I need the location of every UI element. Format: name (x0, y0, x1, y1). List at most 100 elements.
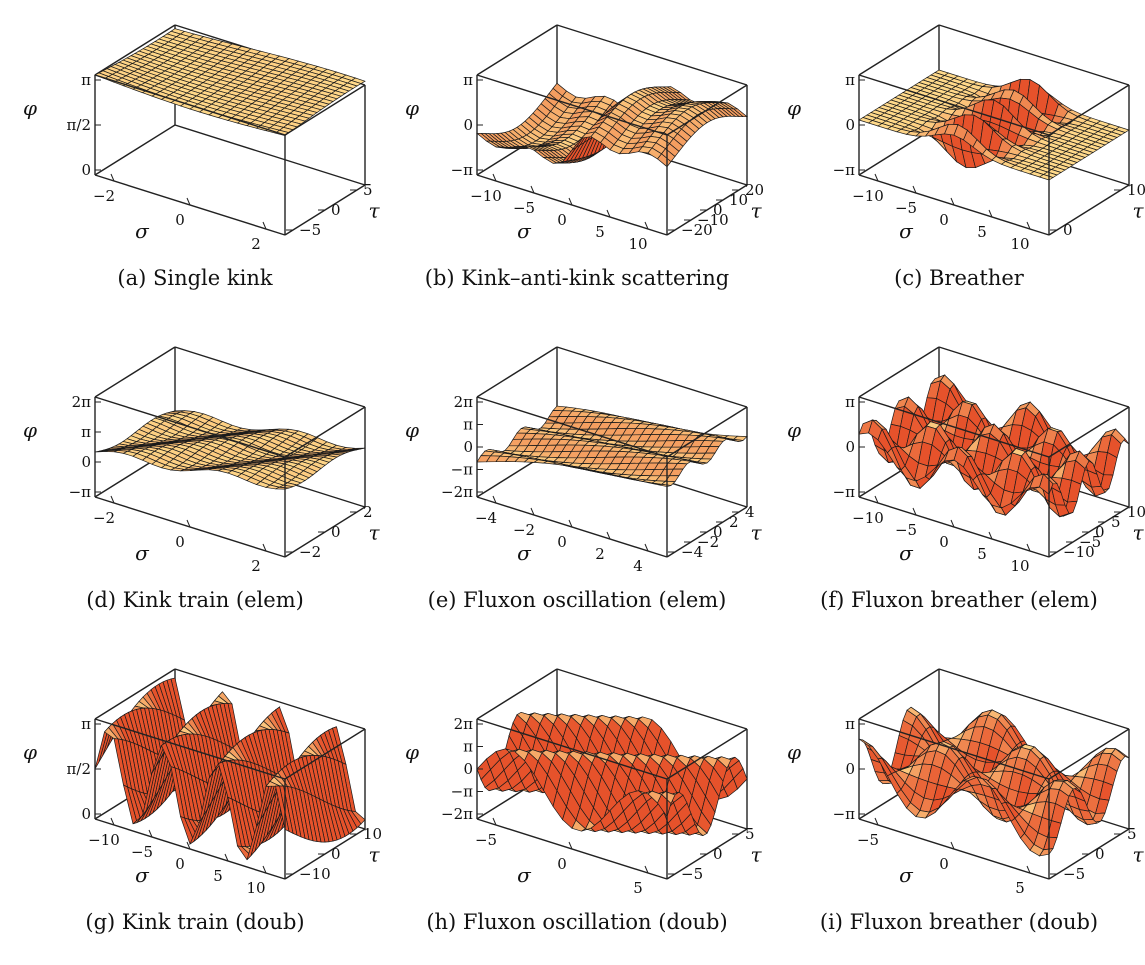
x-tick-label: 2 (251, 235, 261, 253)
y-tick-label: 0 (713, 201, 723, 219)
z-tick-label: π/2 (67, 760, 91, 778)
x-tick-mark (530, 185, 535, 194)
y-tick-label: 5 (1127, 825, 1137, 843)
box-edge-back (476, 346, 558, 398)
z-tick-label: π (463, 71, 473, 89)
box-edge-front (858, 718, 1050, 780)
box-edge-back (94, 346, 176, 398)
y-tick-label: 10 (729, 191, 748, 209)
x-tick-label: 10 (1010, 235, 1029, 253)
x-tick-mark (874, 173, 879, 182)
x-tick-label: −2 (93, 187, 115, 205)
z-tick-label: −2π (441, 805, 473, 823)
y-tick-label: 5 (745, 825, 755, 843)
box-edge-front (1048, 184, 1130, 236)
box-edge-back (938, 346, 1130, 408)
panel-b: π 0 −π −10 −5 0 5 10 20 10 0 −10 −20 φ σ τ (b) Kink–anti… (382, 0, 763, 320)
x-tick-mark (606, 531, 611, 540)
z-axis-label: φ (405, 96, 419, 120)
x-tick-label: 0 (175, 855, 185, 873)
caption-d: (d) Kink train (elem) (86, 588, 304, 612)
x-tick-mark (568, 841, 573, 850)
y-tick-label: −4 (681, 543, 703, 561)
x-tick-label: −5 (475, 831, 497, 849)
z-axis-label: φ (23, 740, 37, 764)
x-tick-mark (110, 495, 115, 504)
caption-i: (i) Fluxon breather (doub) (819, 910, 1099, 934)
panel-d: 2π π 0 −π −2 0 2 2 0 −2 φ σ τ (d) Kink train (elem) (0, 322, 381, 642)
x-tick-label: 0 (557, 533, 567, 551)
x-tick-label: 10 (1010, 557, 1029, 575)
x-axis-label: σ (899, 541, 914, 565)
z-tick-label: 2π (454, 715, 474, 733)
y-tick-label: 0 (331, 523, 341, 541)
z-tick-label: −π (69, 483, 92, 501)
box-edge-back (938, 24, 1130, 86)
y-axis-label: τ (750, 521, 762, 545)
x-tick-label: −5 (895, 521, 917, 539)
panel-g: π π/2 0 −10 −5 0 5 10 10 0 −10 φ σ τ (g) Kink train (d… (0, 644, 381, 964)
surface-mesh-e (476, 405, 748, 487)
surface-mesh-c (858, 69, 1130, 181)
box-edge-front (1048, 84, 1130, 136)
panel-c: π 0 −π −10 −5 0 5 10 10 0 φ σ τ (c) Breather (764, 0, 1145, 320)
z-axis-label: φ (405, 418, 419, 442)
z-tick-label: π (81, 423, 91, 441)
x-tick-mark (988, 531, 993, 540)
x-tick-label: −10 (88, 831, 120, 849)
x-tick-mark (262, 221, 267, 230)
box-edge-back (174, 346, 366, 408)
x-tick-label: 0 (557, 855, 567, 873)
y-tick-label: −2 (697, 533, 719, 551)
x-tick-label: 0 (939, 211, 949, 229)
x-tick-mark (568, 519, 573, 528)
box-edge-front (858, 74, 1050, 136)
box-edge-back (556, 346, 748, 408)
caption-b: (b) Kink–anti-kink scattering (424, 266, 730, 290)
x-tick-label: 0 (939, 533, 949, 551)
box-edge-back (94, 24, 176, 76)
x-tick-mark (186, 197, 191, 206)
y-tick-label: −5 (681, 865, 703, 883)
y-axis-label: τ (368, 843, 380, 867)
surface-mesh-d (94, 410, 366, 490)
caption-c: (c) Breather (894, 266, 1024, 290)
x-tick-mark (912, 185, 917, 194)
y-tick-label: −5 (1063, 865, 1085, 883)
z-tick-label: 0 (463, 760, 473, 778)
y-axis-label: τ (1132, 199, 1144, 223)
x-tick-label: 0 (939, 855, 949, 873)
y-tick-label: 2 (363, 503, 373, 521)
y-tick-label: −20 (681, 221, 713, 239)
y-axis-label: τ (1132, 843, 1144, 867)
surface-plot-c: π 0 −π −10 −5 0 5 10 10 0 φ σ τ (787, 24, 1145, 253)
z-axis-label: φ (787, 740, 801, 764)
x-tick-mark (492, 817, 497, 826)
y-axis-label: τ (368, 199, 380, 223)
z-tick-label: 0 (845, 760, 855, 778)
caption-a: (a) Single kink (117, 266, 273, 290)
z-axis-label: φ (23, 418, 37, 442)
x-axis-label: σ (135, 863, 150, 887)
x-tick-mark (644, 221, 649, 230)
y-tick-label: 0 (713, 523, 723, 541)
box-edge-back (94, 668, 176, 720)
x-tick-label: 2 (251, 557, 261, 575)
x-tick-mark (1026, 221, 1031, 230)
surface-mesh-g (94, 677, 366, 861)
z-tick-label: −π (451, 783, 474, 801)
x-tick-label: −5 (857, 831, 879, 849)
x-tick-mark (568, 197, 573, 206)
box-edge-back (476, 668, 558, 720)
x-tick-mark (950, 519, 955, 528)
x-tick-mark (186, 841, 191, 850)
y-tick-label: 10 (363, 825, 381, 843)
box-edge-front (1048, 728, 1130, 780)
x-tick-label: 0 (175, 211, 185, 229)
x-tick-mark (224, 853, 229, 862)
